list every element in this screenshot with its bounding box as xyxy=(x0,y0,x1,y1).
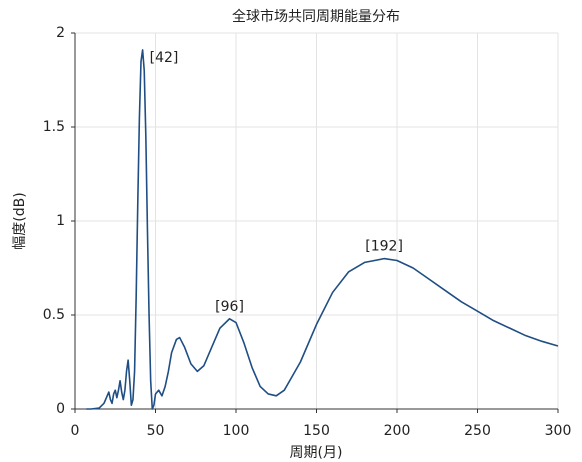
x-tick-label: 100 xyxy=(223,423,250,439)
x-tick-label: 150 xyxy=(303,423,330,439)
series-line xyxy=(86,49,559,410)
x-axis-label: 周期(月) xyxy=(290,445,343,461)
y-tick-label: 1.5 xyxy=(43,119,65,135)
y-tick-label: 2 xyxy=(56,25,65,41)
x-tick-label: 250 xyxy=(464,423,491,439)
annotation: [192] xyxy=(365,239,403,255)
annotation: [96] xyxy=(215,299,244,315)
x-tick-label: 50 xyxy=(147,423,165,439)
x-tick-label: 200 xyxy=(384,423,411,439)
y-tick-label: 0 xyxy=(56,401,65,417)
y-axis-label: 幅度(dB) xyxy=(12,192,28,249)
annotation: [42] xyxy=(150,50,179,66)
y-tick-label: 1 xyxy=(56,213,65,229)
chart-title: 全球市场共同周期能量分布 xyxy=(232,8,400,25)
x-tick-label: 0 xyxy=(71,423,80,439)
x-tick-label: 300 xyxy=(545,423,572,439)
y-tick-label: 0.5 xyxy=(43,307,65,323)
